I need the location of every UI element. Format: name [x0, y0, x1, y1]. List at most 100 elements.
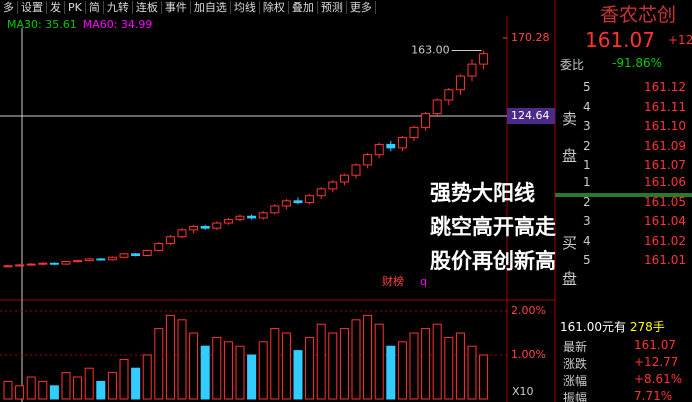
sell-label: 盘: [562, 147, 578, 165]
toolbar-item[interactable]: 九转: [103, 1, 133, 14]
level-price: 161.02: [644, 233, 686, 248]
volume-bar: [131, 367, 141, 400]
toolbar-item[interactable]: 事件: [161, 1, 191, 14]
candle-body: [235, 215, 245, 221]
candle-body: [363, 154, 373, 166]
volume-bar: [444, 336, 454, 400]
volume-bar: [84, 367, 94, 400]
candle-body: [15, 264, 25, 267]
volume-bar: [258, 341, 268, 400]
volume-bar: [305, 336, 315, 400]
axis-label: 2.00%: [511, 304, 546, 317]
separator: [555, 193, 692, 197]
volume-bar: [432, 323, 442, 400]
ma60: MA60: 34.99: [82, 18, 153, 31]
ratio-label: 委比: [560, 58, 585, 72]
toolbar-item[interactable]: 简: [85, 1, 104, 14]
candle-body: [386, 143, 396, 149]
volume-bar: [409, 332, 419, 400]
volume-bar: [363, 314, 373, 400]
volume-bar: [386, 345, 396, 400]
volume-bar: [351, 319, 361, 400]
level: 4: [583, 99, 591, 114]
candle-body: [339, 174, 349, 183]
volume-bar: [142, 354, 152, 400]
candle-body: [107, 256, 117, 261]
axis-label: 124.64: [511, 109, 550, 122]
quote-value: +8.61%: [634, 372, 683, 386]
buy-label: 盘: [562, 270, 578, 288]
toolbar-item[interactable]: 加自选: [190, 1, 231, 14]
candle-body: [479, 53, 489, 65]
toolbar-item[interactable]: 均线: [230, 1, 260, 14]
candle-body: [316, 188, 326, 197]
volume-bar: [61, 372, 71, 400]
level-price: 161.05: [644, 194, 686, 209]
ratio: -91.86%: [612, 56, 663, 70]
candle-body: [61, 261, 71, 265]
volume-bar: [270, 328, 280, 400]
level: 4: [583, 233, 591, 248]
trade-text: 161.00元有: [560, 320, 626, 334]
cross-box: [507, 108, 555, 124]
level: 5: [583, 80, 591, 94]
buy-label: 买: [562, 234, 578, 252]
volume-bar: [316, 323, 326, 400]
candle-body: [96, 258, 106, 261]
price: 161.07: [585, 28, 655, 52]
level-price: 161.11: [644, 99, 686, 114]
level-price: 161.09: [644, 138, 686, 153]
level: 3: [583, 214, 591, 228]
sell-label: 卖: [562, 110, 578, 128]
volume-bar: [73, 376, 83, 400]
volume-bar: [281, 332, 291, 400]
toolbar-item[interactable]: PK: [65, 1, 86, 14]
toolbar-item[interactable]: 更多: [346, 1, 376, 14]
volume-bar: [38, 380, 48, 400]
high-label: 163.00: [411, 43, 450, 56]
quote-value: 161.07: [634, 338, 676, 352]
axis-label: 1.00%: [511, 348, 546, 361]
toolbar-item[interactable]: 发: [47, 1, 65, 14]
candle-body: [397, 137, 407, 149]
candle-body: [351, 164, 361, 176]
quote-label: 振幅: [563, 391, 588, 402]
candle-body: [258, 212, 268, 219]
volume-bar: [455, 332, 465, 400]
volume-label: X10: [512, 385, 534, 398]
volume-bar: [339, 328, 349, 400]
candle-body: [165, 236, 175, 245]
candle-body: [374, 143, 384, 156]
volume-bar: [212, 336, 222, 400]
toolbar-item[interactable]: 预测: [317, 1, 347, 14]
level-price: 161.06: [644, 175, 686, 189]
volume-bar: [467, 345, 477, 400]
level-price: 161.04: [644, 214, 686, 228]
toolbar: 多设置发 PK 简九转 连板 事件 加自选 均线 除权 叠加 预测 更多: [0, 0, 376, 16]
quote-label: 涨跌: [563, 357, 588, 371]
toolbar-item[interactable]: 设置: [18, 1, 47, 14]
candle-body: [432, 99, 442, 115]
level: 2: [583, 194, 591, 209]
toolbar-item[interactable]: 多: [0, 1, 18, 14]
toolbar-item[interactable]: 叠加: [288, 1, 318, 14]
annotation: 强势大阳线: [430, 181, 535, 205]
axis-label: 170.28: [511, 31, 550, 44]
candle-body: [131, 253, 141, 257]
toolbar-item[interactable]: 除权: [259, 1, 289, 14]
level: 2: [583, 138, 591, 153]
toolbar-item[interactable]: 连板: [132, 1, 162, 14]
event-q: q: [420, 275, 427, 288]
volume-bar: [223, 341, 233, 400]
volume-bar: [107, 372, 117, 400]
candle-body: [467, 63, 477, 77]
volume-bar: [165, 314, 175, 400]
volume-bar: [96, 380, 106, 400]
candle-body: [38, 262, 48, 265]
annotation: 股价再创新高: [430, 249, 556, 273]
volume-bar: [247, 354, 257, 400]
candle-body: [3, 265, 13, 268]
candle-body: [177, 229, 187, 238]
